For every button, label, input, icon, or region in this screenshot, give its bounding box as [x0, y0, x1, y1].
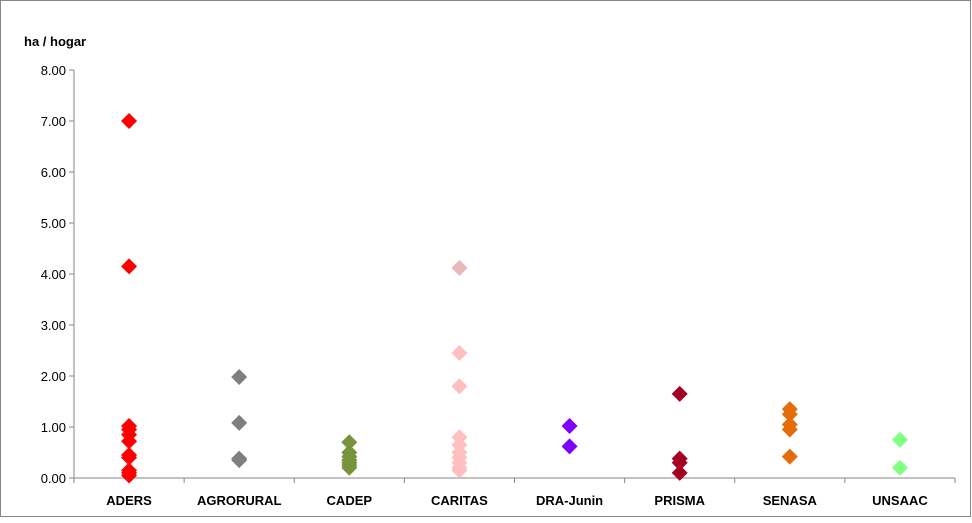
x-category-label: UNSAAC	[872, 493, 928, 508]
data-point-marker	[891, 431, 908, 448]
data-point-marker	[781, 421, 798, 438]
data-point-marker	[671, 385, 688, 402]
data-point-marker	[451, 345, 468, 362]
data-point-marker	[561, 438, 578, 455]
data-point-marker	[451, 378, 468, 395]
y-tick-label: 6.00	[41, 165, 66, 180]
data-point-marker	[341, 434, 358, 451]
x-category-label: ADERS	[106, 493, 152, 508]
y-tick-label: 3.00	[41, 318, 66, 333]
data-point-marker	[451, 259, 468, 276]
x-category-label: PRISMA	[654, 493, 705, 508]
data-point-marker	[121, 113, 138, 129]
y-tick-label: 4.00	[41, 267, 66, 282]
data-point-marker	[231, 452, 248, 469]
data-point-marker	[561, 417, 578, 434]
data-point-marker	[231, 369, 248, 386]
data-point-marker	[891, 459, 908, 476]
y-tick-label: 7.00	[41, 114, 66, 129]
data-point-marker	[341, 459, 358, 476]
data-points	[121, 113, 908, 484]
y-tick-label: 1.00	[41, 420, 66, 435]
y-ticks: 0.00 1.00 2.00 3.00 4.00 5.00 6.00 7.00 8.00	[41, 63, 74, 486]
data-point-marker	[781, 448, 798, 465]
x-category-label: DRA-Junin	[536, 493, 603, 508]
y-axis-label: ha / hogar	[24, 34, 86, 49]
y-tick-label: 8.00	[41, 63, 66, 78]
data-point-marker	[121, 449, 138, 466]
x-category-label: CADEP	[327, 493, 373, 508]
x-category-label: AGRORURAL	[197, 493, 282, 508]
data-point-marker	[451, 462, 468, 479]
x-category-label: CARITAS	[431, 493, 488, 508]
data-point-marker	[121, 258, 138, 275]
data-point-marker	[781, 406, 798, 423]
data-point-marker	[121, 433, 138, 450]
x-ticks: ADERS AGRORURAL CADEP CARITAS DRA-Junin PRISM…	[73, 478, 956, 508]
y-tick-label: 2.00	[41, 369, 66, 384]
data-point-marker	[671, 454, 688, 471]
data-point-marker	[121, 467, 138, 484]
x-category-label: SENASA	[763, 493, 818, 508]
data-point-marker	[231, 414, 248, 431]
y-tick-label: 5.00	[41, 216, 66, 231]
data-point-marker	[671, 464, 688, 481]
y-tick-label: 0.00	[41, 471, 66, 486]
